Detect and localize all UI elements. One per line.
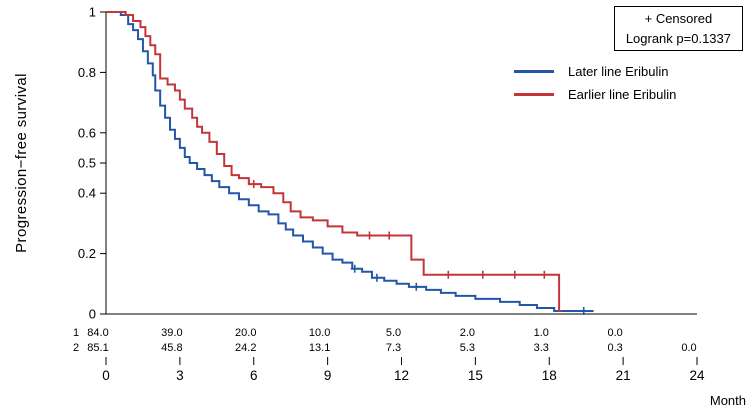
series-curve-0 [106, 11, 594, 312]
at-risk-value: 1.0 [534, 327, 549, 339]
x-tick-label: 18 [542, 368, 557, 383]
censored-logrank-box: + Censored Logrank p=0.1337 [613, 6, 743, 51]
x-tick-label: 3 [176, 368, 184, 383]
legend-line-swatch-blue [514, 70, 554, 73]
x-tick-label: 0 [102, 368, 110, 383]
series-curve-1 [106, 11, 562, 312]
x-axis-title: Month [709, 393, 746, 408]
at-risk-value: 5.3 [460, 342, 475, 354]
censor-mark [579, 306, 588, 315]
y-axis-ticks: 0 0.2 0.4 0.5 0.6 0.8 1 [78, 5, 106, 322]
x-tick-label: 12 [394, 368, 409, 383]
censor-mark [249, 180, 258, 189]
censor-mark [385, 231, 394, 240]
legend-item-earlier-line-eribulin: Earlier line Eribulin [514, 87, 676, 102]
at-risk-value: 85.1 [87, 342, 108, 354]
at-risk-value: 5.0 [386, 327, 401, 339]
at-risk-value: 3.3 [534, 342, 549, 354]
at-risk-value: 84.0 [87, 327, 108, 339]
at-risk-row-label: 1 [73, 327, 79, 339]
series-1 [106, 11, 562, 312]
legend-label-later-line: Later line Eribulin [568, 64, 669, 79]
series-0 [106, 11, 594, 315]
legend: Later line Eribulin Earlier line Eribuli… [514, 64, 676, 102]
y-tick-label: 0.4 [78, 186, 96, 201]
censor-mark [372, 273, 381, 282]
at-risk-value: 0.0 [681, 342, 696, 354]
at-risk-row-label: 2 [73, 342, 79, 354]
censor-mark [444, 270, 453, 279]
y-tick-label: 0 [89, 307, 96, 322]
at-risk-value: 13.1 [309, 342, 330, 354]
x-axis-ticks: 0 3 6 9 12 15 18 21 24 [102, 357, 705, 383]
legend-line-swatch-red [514, 93, 554, 96]
at-risk-value: 39.0 [161, 327, 182, 339]
x-tick-label: 9 [324, 368, 332, 383]
at-risk-value: 10.0 [309, 327, 330, 339]
legend-item-later-line-eribulin: Later line Eribulin [514, 64, 676, 79]
legend-label-earlier-line: Earlier line Eribulin [568, 87, 677, 102]
at-risk-value: 20.0 [235, 327, 256, 339]
at-risk-value: 0.3 [607, 342, 622, 354]
at-risk-value: 24.2 [235, 342, 256, 354]
censor-mark [478, 270, 487, 279]
x-tick-label: 24 [689, 368, 705, 383]
censor-mark [540, 270, 549, 279]
logrank-pvalue: Logrank p=0.1337 [625, 30, 731, 46]
at-risk-value: 45.8 [161, 342, 182, 354]
at-risk-value: 0.0 [607, 327, 622, 339]
x-tick-label: 6 [250, 368, 258, 383]
censor-mark [412, 282, 421, 291]
censor-mark [365, 231, 374, 240]
y-tick-label: 0.2 [78, 246, 96, 261]
y-tick-label: 0.5 [78, 156, 96, 171]
at-risk-value: 7.3 [386, 342, 401, 354]
censor-mark [350, 264, 359, 273]
x-tick-label: 21 [616, 368, 631, 383]
y-axis-title: Progression−free survival [13, 73, 30, 253]
censored-note: + Censored [644, 11, 713, 26]
y-tick-label: 1 [89, 5, 96, 20]
censor-mark [510, 270, 519, 279]
at-risk-table: 1 84.0 39.0 20.0 10.0 5.0 2.0 1.0 0.0 2 85.1 45.8 24… [73, 327, 697, 354]
at-risk-value: 2.0 [460, 327, 475, 339]
x-tick-label: 15 [468, 368, 483, 383]
y-tick-label: 0.8 [78, 65, 96, 80]
y-tick-label: 0.6 [78, 125, 96, 140]
